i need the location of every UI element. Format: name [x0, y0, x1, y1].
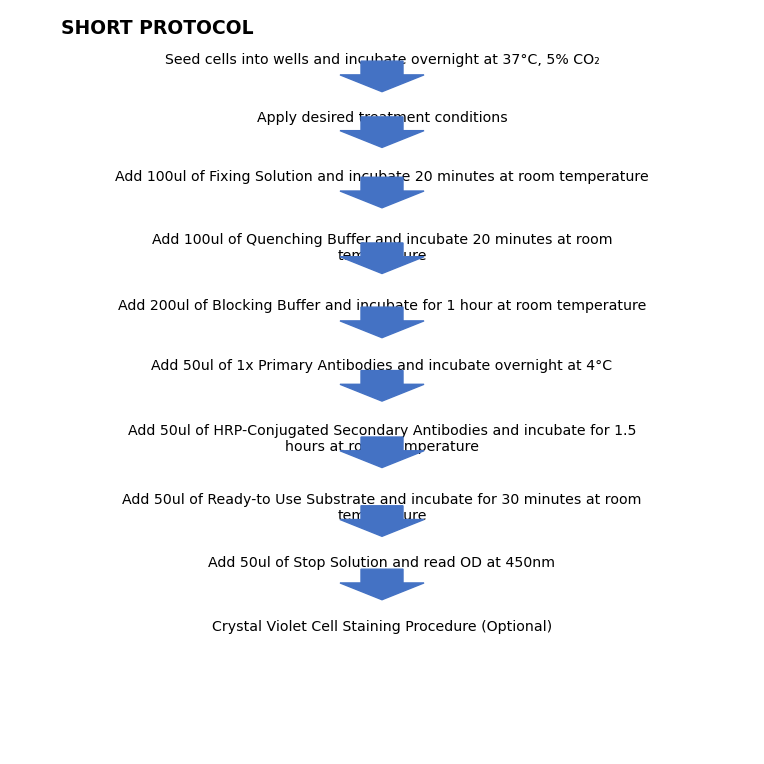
FancyArrow shape: [340, 437, 424, 468]
Text: Add 50ul of 1x Primary Antibodies and incubate overnight at 4°C: Add 50ul of 1x Primary Antibodies and in…: [151, 359, 613, 373]
Text: Add 50ul of Ready-to Use Substrate and incubate for 30 minutes at room
temperatu: Add 50ul of Ready-to Use Substrate and i…: [122, 493, 642, 523]
FancyArrow shape: [340, 371, 424, 401]
FancyArrow shape: [340, 117, 424, 147]
Text: Add 100ul of Fixing Solution and incubate 20 minutes at room temperature: Add 100ul of Fixing Solution and incubat…: [115, 170, 649, 183]
Text: Add 200ul of Blocking Buffer and incubate for 1 hour at room temperature: Add 200ul of Blocking Buffer and incubat…: [118, 299, 646, 313]
Text: Seed cells into wells and incubate overnight at 37°C, 5% CO₂: Seed cells into wells and incubate overn…: [164, 53, 600, 67]
FancyArrow shape: [340, 243, 424, 274]
FancyArrow shape: [340, 177, 424, 208]
Text: Crystal Violet Cell Staining Procedure (Optional): Crystal Violet Cell Staining Procedure (…: [212, 620, 552, 634]
Text: Add 50ul of HRP-Conjugated Secondary Antibodies and incubate for 1.5
hours at ro: Add 50ul of HRP-Conjugated Secondary Ant…: [128, 424, 636, 455]
Text: Add 50ul of Stop Solution and read OD at 450nm: Add 50ul of Stop Solution and read OD at…: [209, 556, 555, 570]
FancyArrow shape: [340, 569, 424, 600]
FancyArrow shape: [340, 506, 424, 536]
Text: SHORT PROTOCOL: SHORT PROTOCOL: [61, 19, 254, 38]
FancyArrow shape: [340, 307, 424, 338]
Text: Apply desired treatment conditions: Apply desired treatment conditions: [257, 111, 507, 125]
Text: Add 100ul of Quenching Buffer and incubate 20 minutes at room
temperature: Add 100ul of Quenching Buffer and incuba…: [152, 233, 612, 264]
FancyArrow shape: [340, 61, 424, 92]
